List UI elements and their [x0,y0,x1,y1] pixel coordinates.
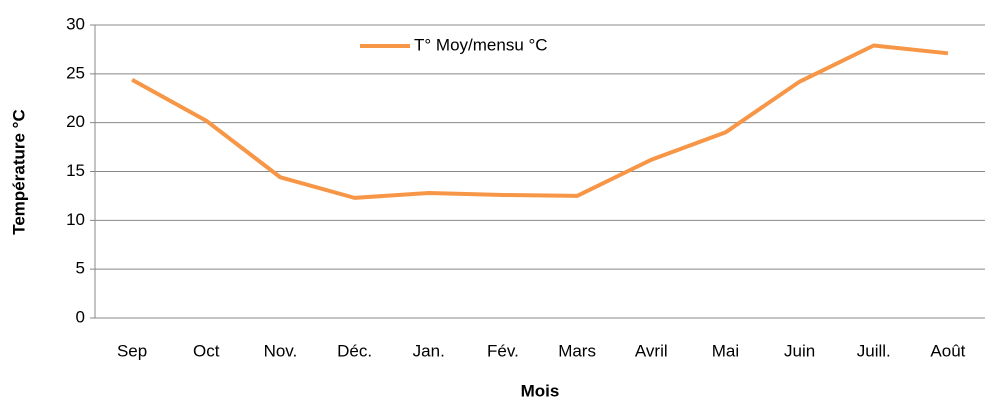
x-tick-label: Juill. [857,341,891,360]
y-tick-label: 25 [66,63,85,82]
y-tick-label: 0 [76,307,85,326]
x-axis-title: Mois [521,381,560,400]
y-tick-label: 5 [76,259,85,278]
x-tick-label: Juin [784,341,815,360]
x-tick-label: Mars [558,341,596,360]
legend-label: T° Moy/mensu °C [414,35,548,54]
x-tick-label: Déc. [337,341,372,360]
y-axis-title: Température °C [9,109,28,235]
x-tick-label: Oct [193,341,220,360]
x-tick-label: Août [930,341,965,360]
x-tick-label: Sep [117,341,147,360]
y-tick-label: 30 [66,14,85,33]
x-tick-label: Fév. [487,341,519,360]
y-tick-label: 15 [66,161,85,180]
series-line [131,43,949,200]
x-tick-label: Nov. [264,341,298,360]
x-tick-label: Avril [635,341,668,360]
y-tick-label: 10 [66,210,85,229]
x-tick-label: Mai [712,341,739,360]
y-tick-label: 20 [66,112,85,131]
x-tick-label: Jan. [413,341,445,360]
